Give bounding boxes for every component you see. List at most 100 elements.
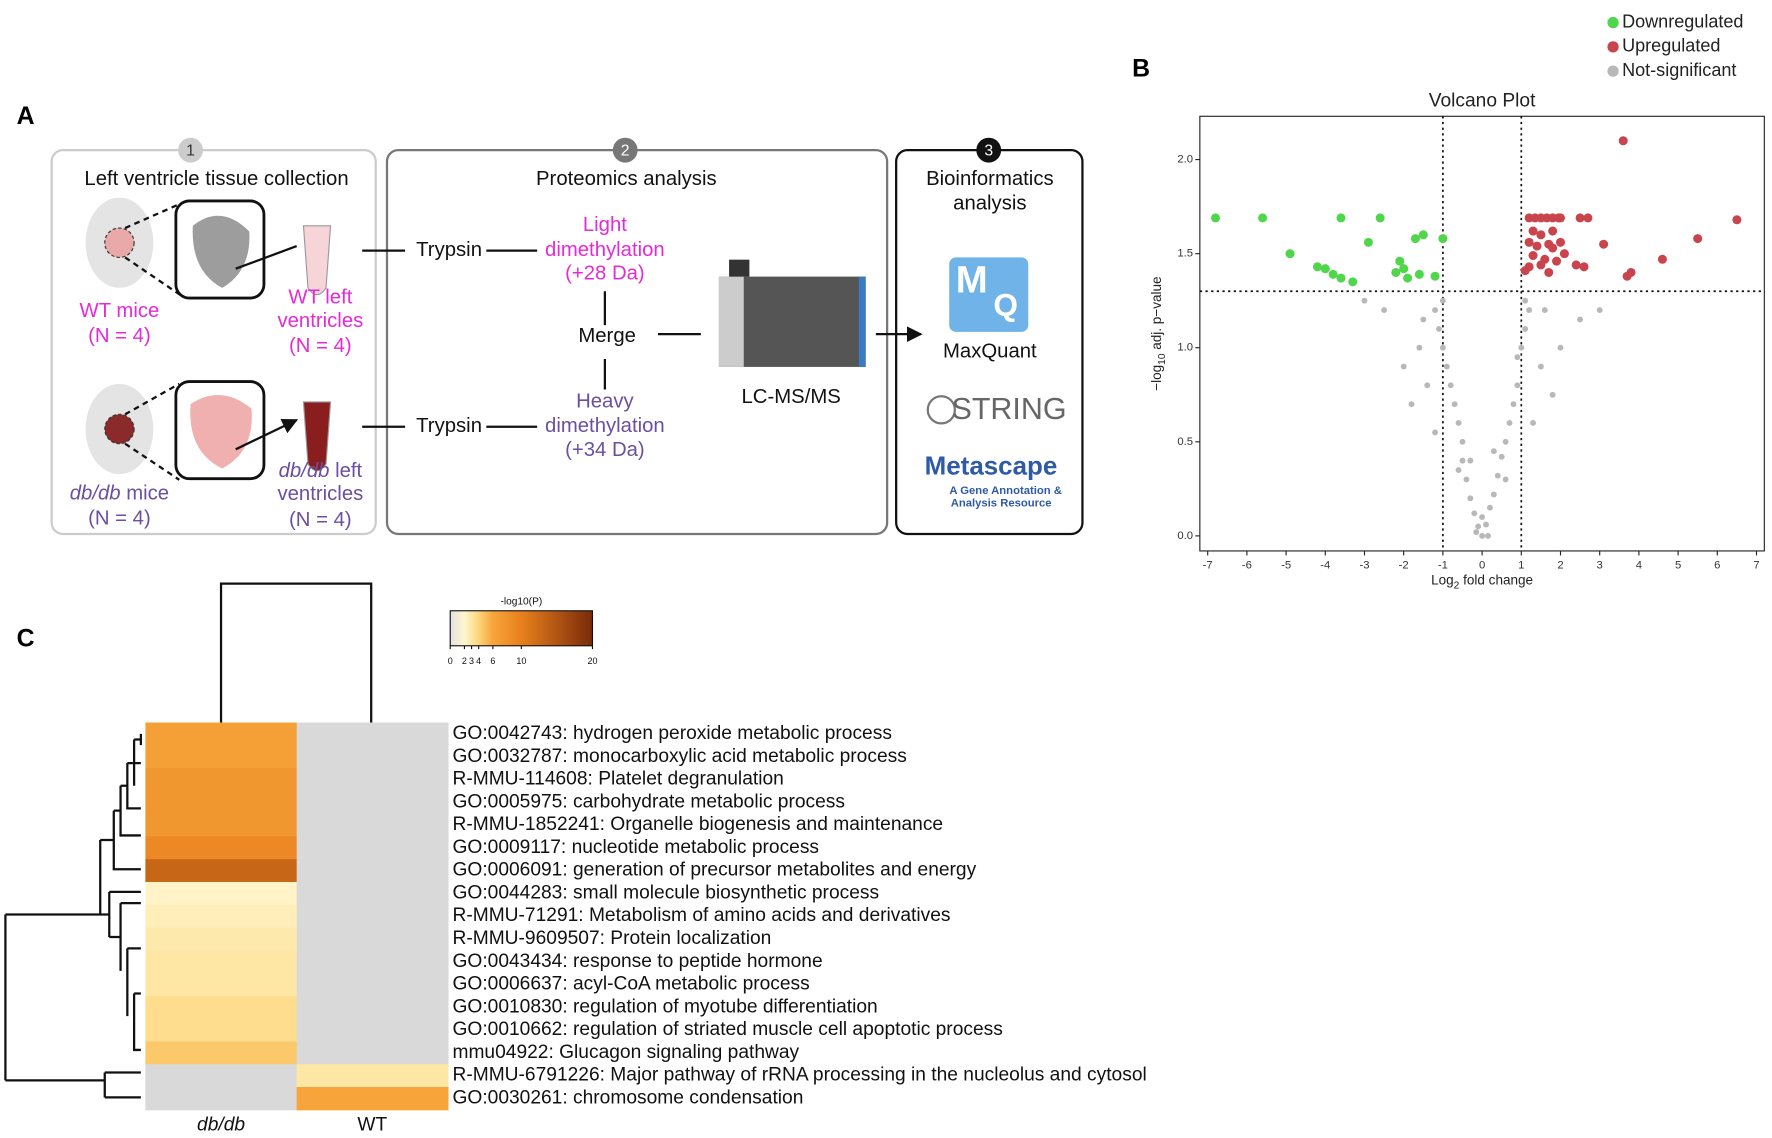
step-label: Light [583, 214, 627, 236]
point [1577, 316, 1584, 323]
colorbar-tick-label: 2 [462, 656, 467, 666]
text: left [329, 460, 362, 482]
italic: db/db [279, 460, 330, 482]
step-label: (+34 Da) [565, 439, 645, 461]
group-label: WT left [288, 286, 352, 308]
point [1363, 237, 1373, 247]
tool-label: MaxQuant [943, 341, 1037, 363]
point [1522, 325, 1529, 332]
row-label: GO:0005975: carbohydrate metabolic proce… [452, 791, 845, 812]
heatmap-cell [145, 973, 298, 997]
point [1549, 391, 1556, 398]
step-label: dimethylation [545, 239, 665, 261]
point [1467, 495, 1474, 502]
point [1418, 230, 1428, 240]
step-label: (+28 Da) [565, 263, 645, 285]
heatmap-cell [296, 1064, 449, 1088]
y-tick-label: 1.5 [1177, 248, 1193, 260]
point [1391, 267, 1401, 277]
point [1487, 504, 1493, 511]
point [1408, 401, 1415, 408]
group-label: (N = 4) [289, 509, 352, 531]
row-label: R-MMU-114608: Platelet degranulation [452, 769, 783, 790]
label-part: −log [1149, 365, 1164, 391]
colorbar-tick-label: 3 [469, 656, 474, 666]
point [1536, 260, 1546, 270]
step-number: 1 [186, 142, 195, 159]
point [1530, 420, 1536, 426]
heatmap-cell [296, 950, 449, 974]
heatmap-cell [296, 1041, 449, 1065]
point [1459, 438, 1466, 445]
point [1544, 267, 1554, 277]
point [1536, 230, 1546, 240]
heatmap-cell [296, 904, 449, 929]
heatmap-cell [296, 973, 449, 997]
row-label: GO:0006091: generation of precursor meta… [452, 860, 976, 881]
step-label: Trypsin [416, 415, 482, 437]
point [1618, 136, 1628, 146]
step-label: Trypsin [416, 239, 482, 261]
row-dendrogram [4, 733, 143, 1099]
step-badge [178, 137, 203, 163]
point [1479, 514, 1486, 521]
label-part: adj. p−value [1149, 276, 1164, 353]
heatmap-cell [296, 745, 449, 769]
point [1599, 239, 1609, 249]
point [1432, 429, 1438, 436]
point [1522, 297, 1529, 304]
tube [302, 401, 332, 472]
group-label: (N = 4) [289, 335, 352, 357]
heatmap-cell [145, 995, 298, 1020]
point [1395, 256, 1405, 266]
heatmap-cell [145, 1018, 298, 1043]
row-label: GO:0009117: nucleotide metabolic process [452, 837, 819, 858]
row-label: GO:0044283: small molecule biosynthetic … [452, 882, 879, 903]
point [1400, 363, 1407, 370]
point [1575, 213, 1585, 223]
text: mice [121, 483, 170, 505]
point [1571, 260, 1581, 270]
x-tick-label: -3 [1359, 560, 1369, 572]
heatmap-cell [145, 1041, 298, 1065]
point [1348, 277, 1358, 287]
legend-swatch [1607, 16, 1619, 29]
point [1506, 420, 1513, 426]
point [1596, 307, 1603, 314]
step-number: 3 [984, 142, 993, 159]
colorbar [449, 610, 594, 647]
point [1438, 234, 1448, 244]
group-label: db/db left [279, 460, 363, 482]
colorbar-tick-label: 20 [587, 656, 597, 666]
point [1490, 448, 1497, 455]
heatmap-cell [145, 722, 298, 746]
heatmap-cell [145, 904, 298, 929]
group-label: (N = 4) [88, 508, 151, 530]
point [1336, 213, 1346, 223]
heatmap-cell [296, 722, 449, 746]
x-tick-label: -7 [1203, 560, 1213, 572]
panel-label: A [17, 103, 35, 130]
point [1439, 344, 1446, 351]
x-tick-label: 4 [1636, 560, 1642, 572]
point [1467, 457, 1474, 464]
point [1579, 262, 1589, 272]
step-label: Heavy [576, 390, 634, 412]
step-title: Bioinformatics [926, 168, 1054, 190]
point [1320, 264, 1330, 274]
point [1420, 316, 1427, 323]
point [1381, 307, 1388, 314]
point [1258, 213, 1268, 223]
row-label: GO:0006637: acyl-CoA metabolic process [452, 974, 809, 995]
box [50, 149, 377, 536]
heart [192, 215, 250, 288]
step-title: Proteomics analysis [536, 168, 717, 190]
x-tick-label: 6 [1714, 560, 1720, 572]
x-tick-label: 1 [1518, 560, 1524, 572]
group-label: ventricles [277, 483, 363, 505]
logo [949, 257, 1029, 332]
row-label: R-MMU-9609507: Protein localization [452, 928, 771, 949]
x-tick-label: 2 [1557, 560, 1563, 572]
row-label: GO:0032787: monocarboxylic acid metaboli… [452, 746, 906, 767]
